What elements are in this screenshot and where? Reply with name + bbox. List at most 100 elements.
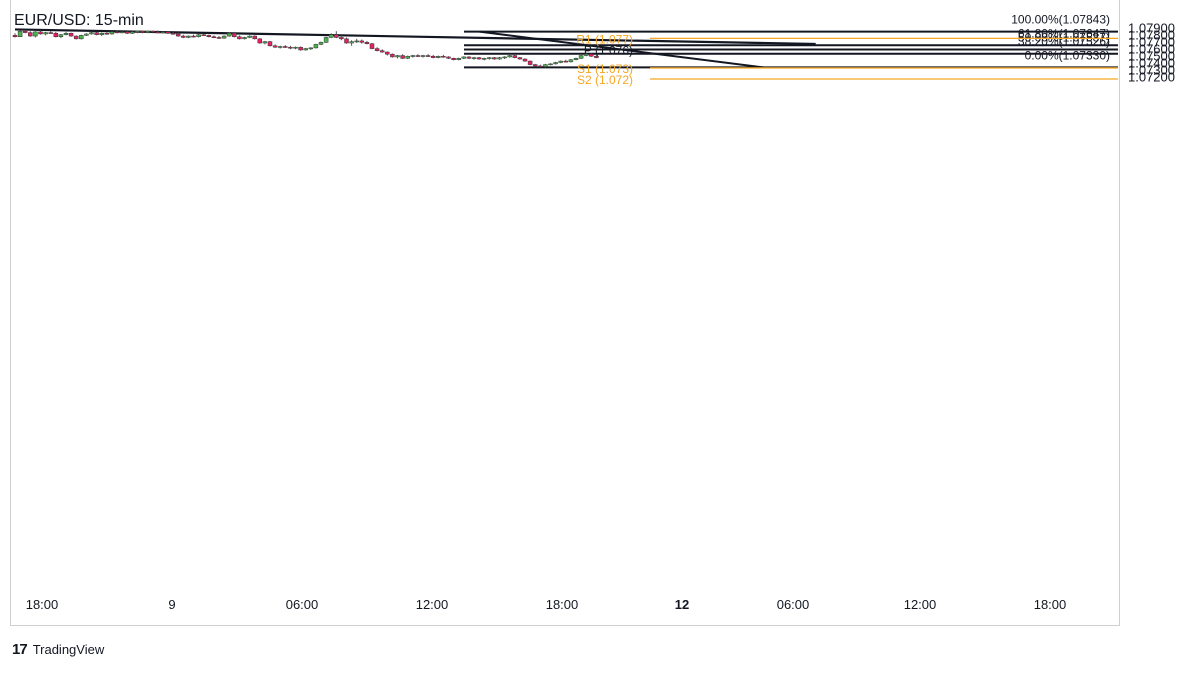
candle [436, 55, 441, 59]
candle-body [563, 60, 569, 63]
candle [441, 54, 446, 58]
candle [308, 47, 314, 50]
candle [298, 46, 303, 51]
candle [38, 30, 43, 35]
candle [456, 57, 461, 61]
candle-body [104, 33, 110, 35]
candle [160, 31, 166, 34]
candle-body [170, 33, 176, 35]
candle [517, 56, 523, 60]
pivot-level-label: S1 (1.073) [577, 62, 633, 76]
candle [583, 53, 589, 57]
candle [267, 40, 273, 47]
candle [277, 45, 283, 49]
candle-body [354, 40, 359, 43]
candle-body [68, 33, 74, 37]
candle [89, 31, 94, 35]
candle-body [38, 31, 43, 35]
candle [471, 56, 477, 60]
candle-body [538, 65, 543, 68]
candle [221, 35, 227, 39]
candle-body [58, 34, 64, 37]
candle-body [262, 41, 268, 44]
candle [522, 58, 528, 62]
candle [63, 31, 69, 36]
candle [578, 54, 584, 60]
candle-body [390, 53, 395, 58]
candle [33, 31, 38, 38]
candle [507, 54, 512, 58]
candle [415, 54, 421, 57]
candle-body [216, 37, 222, 39]
candle-body [277, 46, 283, 48]
candle-body [155, 31, 161, 34]
candle [22, 29, 28, 34]
candle [43, 31, 48, 36]
candle-body [181, 35, 186, 38]
candle [594, 54, 599, 59]
candle-body [221, 35, 227, 39]
candle [492, 56, 497, 60]
candle-body [405, 55, 410, 59]
candle [247, 35, 252, 39]
candle-body [543, 64, 548, 67]
candle [201, 33, 206, 37]
candle-body [145, 30, 150, 33]
x-tick-label: 18:00 [546, 597, 579, 612]
candle-body [466, 56, 472, 59]
candle-body [502, 56, 507, 59]
candle [553, 61, 558, 65]
candle [28, 31, 33, 37]
candle-body [471, 57, 477, 59]
fib-level-label: 61.80%(1.07647) [1018, 26, 1110, 40]
candle-body [364, 42, 370, 44]
candle-body [257, 38, 263, 44]
candle-body [89, 32, 94, 35]
candle-body [186, 35, 191, 38]
candle-body [589, 53, 594, 57]
candle [211, 35, 217, 39]
candle-body [12, 35, 18, 37]
candle-body [512, 55, 518, 58]
candle [58, 33, 64, 39]
candle [48, 31, 53, 34]
candle-body [328, 34, 334, 38]
candle [538, 64, 543, 68]
candle [283, 45, 288, 48]
candle [252, 35, 257, 40]
candle-body [522, 58, 528, 62]
candle-body [451, 58, 456, 60]
candle-body [308, 47, 314, 50]
candle-body [73, 35, 79, 40]
y-tick-label: 1.07200 [1128, 69, 1175, 84]
y-tick-label: 1.07500 [1128, 49, 1175, 64]
x-axis: 18:00 9 06:00 12:00 18:00 12 06:00 12:00 18:00 [26, 597, 1067, 612]
candle [145, 30, 150, 34]
candle [99, 32, 104, 37]
candle [487, 56, 492, 60]
candle [466, 56, 472, 60]
candle [140, 30, 145, 34]
candle-body [293, 46, 298, 49]
candle-body [359, 40, 365, 43]
candle [451, 57, 456, 61]
candle-body [507, 55, 512, 58]
candle [53, 31, 59, 38]
candle [527, 60, 533, 66]
candle-body [349, 41, 354, 44]
candle [232, 31, 237, 38]
candle-body [318, 42, 324, 45]
fib-level-label: 0.00%(1.07330) [1025, 48, 1110, 62]
candle [155, 30, 161, 34]
candle-body [242, 37, 247, 40]
candle [390, 53, 395, 58]
candle [288, 45, 293, 50]
candle-body [527, 60, 533, 65]
fib-level-label: 50.00%(1.07587) [1018, 30, 1110, 44]
candle [400, 54, 405, 60]
candle-body [446, 56, 451, 59]
footer: 17 TradingView [12, 641, 104, 658]
candle-body [573, 58, 579, 60]
candle-body [22, 30, 28, 33]
